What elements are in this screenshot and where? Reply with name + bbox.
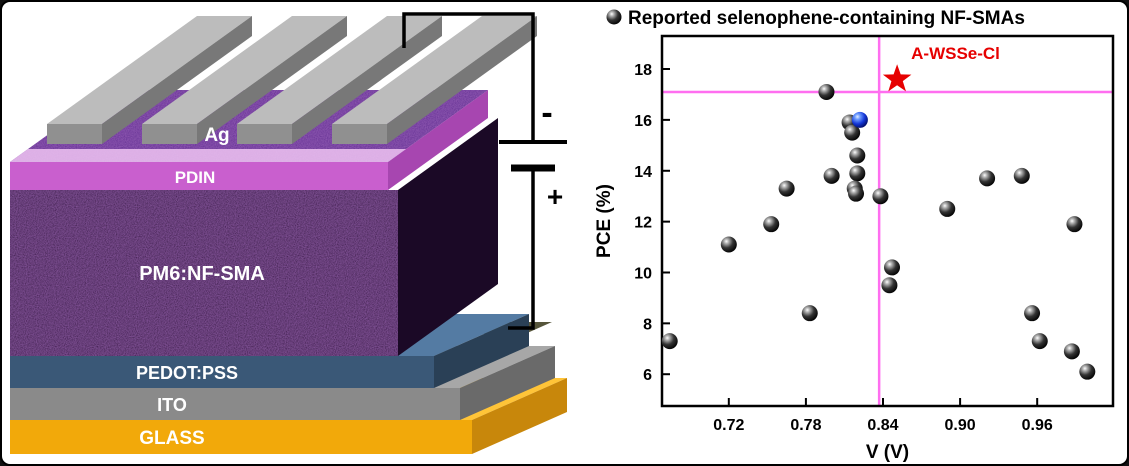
wire-top — [402, 12, 535, 140]
pedot-label: PEDOT:PSS — [136, 363, 238, 383]
a-wsse-cl-annotation: A-WSSe-Cl — [911, 44, 1000, 63]
ag-bar-front — [142, 124, 197, 144]
reported-selenophene-nfsmas-point — [848, 185, 865, 202]
ag-bar-top — [237, 16, 442, 124]
wire-bottom — [508, 168, 535, 330]
glass-layer-front — [10, 420, 472, 454]
ito-label: ITO — [157, 395, 187, 415]
pdin-layer-front — [10, 162, 388, 190]
y-tick-label: 8 — [643, 316, 652, 333]
y-tick-label: 14 — [634, 164, 652, 181]
reported-selenophene-nfsmas-point — [823, 167, 840, 184]
ag-label: Ag — [204, 125, 229, 146]
reported-selenophene-nfsmas-point — [1031, 333, 1048, 350]
reported-selenophene-nfsmas-point — [844, 124, 861, 141]
reported-selenophene-nfsmas-point — [1013, 167, 1030, 184]
active-layer-front — [10, 190, 398, 356]
reported-selenophene-nfsmas-point — [720, 236, 737, 253]
reported-selenophene-nfsmas-point — [872, 188, 889, 205]
reported-selenophene-nfsmas-point — [763, 216, 780, 233]
x-tick-label: 0.72 — [713, 417, 744, 434]
ag-bar-top — [332, 16, 537, 124]
pce-voltage-scatter-chart: 0.72 0.78 0.84 0.90 0.96 6 8 10 12 14 16 18 V (V) PCE… — [594, 8, 1115, 463]
ito-layer-front — [10, 388, 460, 420]
pdin-layer-side — [388, 90, 488, 190]
reported-selenophene-nfsmas-point — [1063, 343, 1080, 360]
legend-label: Reported selenophene-containing NF-SMAs — [628, 8, 1025, 29]
y-axis-label: PCE (%) — [594, 184, 615, 258]
pedot-layer-front — [10, 356, 434, 388]
reported-selenophene-nfsmas-point — [939, 200, 956, 217]
pedot-layer-side — [434, 314, 529, 388]
x-tick-label: 0.78 — [790, 417, 821, 434]
glass-label: GLASS — [139, 428, 204, 449]
negative-terminal-label: - — [541, 94, 552, 132]
highlighted-blue-point-point — [851, 111, 868, 128]
reported-selenophene-nfsmas-point — [1066, 216, 1083, 233]
ag-bar-front — [47, 124, 102, 144]
x-tick-label: 0.90 — [945, 417, 976, 434]
ag-bar-top — [47, 16, 252, 124]
reported-selenophene-nfsmas-point — [818, 83, 835, 100]
a-wsse-cl-star-marker — [882, 64, 912, 92]
y-tick-label: 10 — [634, 265, 652, 282]
y-tick-label: 6 — [643, 367, 652, 384]
y-tick-label: 16 — [634, 113, 652, 130]
active-layer-side — [398, 118, 498, 356]
circuit-wiring — [402, 12, 567, 330]
legend-sphere-icon — [606, 9, 622, 25]
reported-selenophene-nfsmas-point — [1024, 305, 1041, 322]
pdin-label: PDIN — [175, 168, 216, 187]
reported-selenophene-nfsmas-point — [1079, 363, 1096, 380]
reported-selenophene-nfsmas-point — [881, 277, 898, 294]
positive-terminal-label: + — [547, 181, 563, 212]
ag-bar-side — [102, 16, 252, 144]
x-tick-label: 0.84 — [867, 417, 898, 434]
reported-selenophene-nfsmas-point — [801, 305, 818, 322]
reported-selenophene-nfsmas-point — [778, 180, 795, 197]
reported-selenophene-nfsmas-point — [979, 170, 996, 187]
x-tick-label: 0.96 — [1022, 417, 1053, 434]
x-axis-label: V (V) — [866, 442, 909, 463]
reported-selenophene-nfsmas-point — [849, 165, 866, 182]
pdin-layer-top-strip — [10, 149, 406, 162]
y-tick-label: 12 — [634, 215, 652, 232]
ag-bar-front — [237, 124, 292, 144]
ag-bar-side — [197, 16, 347, 144]
device-stack-diagram: - + Ag PDIN PM6:NF-SMA PEDOT:PSS ITO GLA… — [10, 12, 567, 454]
reported-selenophene-nfsmas-point — [661, 333, 678, 350]
device-diagram-panel: - + Ag PDIN PM6:NF-SMA PEDOT:PSS ITO GLA… — [2, 2, 592, 464]
reported-selenophene-nfsmas-point — [849, 147, 866, 164]
glass-layer-side — [472, 378, 567, 454]
reported-selenophene-nfsmas-point — [883, 259, 900, 276]
ag-bar-top — [142, 16, 347, 124]
ag-bar-front — [332, 124, 387, 144]
ag-electrode-bars — [47, 16, 537, 144]
ito-layer-side — [460, 346, 555, 420]
chart-panel: 0.72 0.78 0.84 0.90 0.96 6 8 10 12 14 16 18 V (V) PCE… — [592, 2, 1127, 464]
y-tick-label: 18 — [634, 62, 652, 79]
active-layer-label: PM6:NF-SMA — [139, 263, 265, 285]
ag-bar-side — [387, 16, 537, 144]
